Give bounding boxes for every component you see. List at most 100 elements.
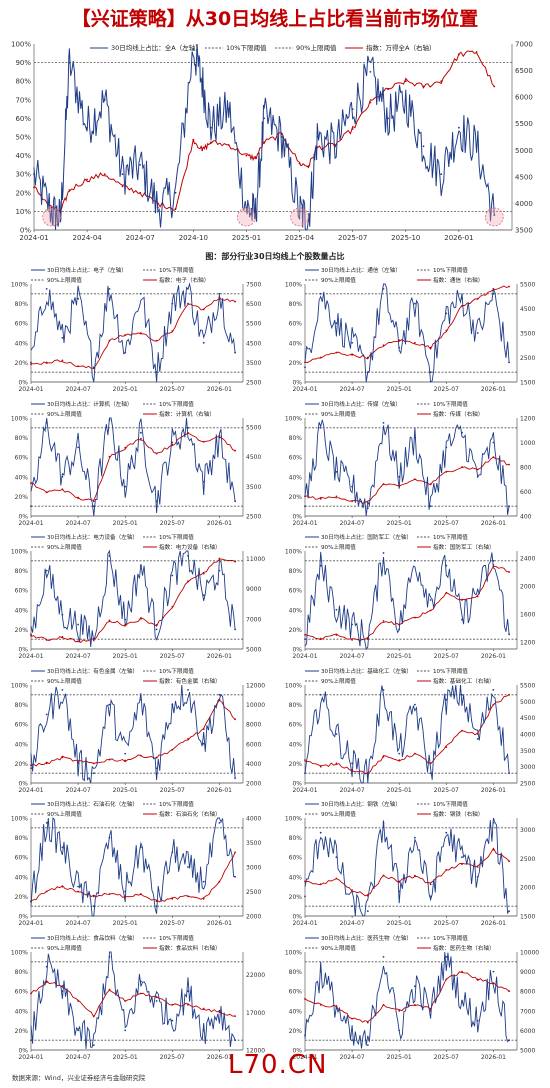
ratio-point xyxy=(508,633,510,636)
y-left-tick-label: 60% xyxy=(289,988,303,995)
index-point xyxy=(351,354,353,356)
index-point xyxy=(187,1003,189,1006)
index-point xyxy=(77,640,79,643)
x-tick-label: 2024-07 xyxy=(66,520,91,527)
y-right-tick-label: 4500 xyxy=(246,340,261,347)
y-left-tick-label: 100% xyxy=(285,282,302,289)
x-tick-label: 2025-07 xyxy=(434,1054,459,1061)
ratio-point xyxy=(398,628,401,631)
index-point xyxy=(492,982,495,984)
y-left-tick-label: 20% xyxy=(15,493,29,500)
index-point xyxy=(398,339,401,342)
legend-upper-threshold: 90%上限阈值 xyxy=(47,276,82,284)
ratio-point xyxy=(108,288,111,290)
y-right-tick-label: 3000 xyxy=(246,865,261,872)
y-left-tick-label: 100% xyxy=(285,816,302,823)
ratio-point xyxy=(458,126,460,129)
legend-ratio: 30日均线上占比：传媒（左轴） xyxy=(321,400,401,408)
index-point xyxy=(45,890,48,893)
ratio-point xyxy=(398,475,401,478)
index-point xyxy=(398,758,401,761)
index-point xyxy=(30,363,32,366)
ratio-point xyxy=(171,1019,174,1021)
ratio-point xyxy=(304,1033,306,1036)
ratio-point xyxy=(461,618,463,621)
index-point xyxy=(476,468,479,470)
ratio-point xyxy=(476,737,479,740)
y-left-tick-label: 40% xyxy=(15,1008,29,1015)
index-point xyxy=(218,698,221,701)
index-point xyxy=(234,1014,237,1017)
index-point xyxy=(334,144,336,146)
ratio-point xyxy=(234,1038,237,1041)
y-left-tick-label: 80% xyxy=(15,969,29,976)
ratio-point xyxy=(492,688,495,691)
y-left-tick-label: 40% xyxy=(15,340,29,347)
index-point xyxy=(61,984,64,987)
y-right-tick-label: 12000 xyxy=(246,1047,265,1054)
index-point xyxy=(382,482,385,485)
panel-chart-jisuanji: 0% 20% 40% 60% 80% 100% 2500 3500 4500 5500 2024-0… xyxy=(11,400,262,527)
index-point xyxy=(492,455,495,458)
index-point xyxy=(319,1003,322,1006)
ratio-point xyxy=(45,569,48,572)
index-point xyxy=(140,617,142,620)
x-tick-label: 2026-01 xyxy=(207,787,232,794)
ratio-point xyxy=(335,856,338,859)
ratio-point xyxy=(335,732,338,735)
index-point xyxy=(218,557,221,560)
y-left-tick-label: 20% xyxy=(15,760,29,767)
series-line-ratio xyxy=(30,549,236,647)
index-point xyxy=(234,560,237,563)
y-left-tick-label: 80% xyxy=(289,702,303,709)
index-point xyxy=(508,285,510,288)
y-left-tick-label: 0% xyxy=(18,513,28,520)
index-point xyxy=(45,490,48,493)
y-left-tick-label: 100% xyxy=(11,949,28,956)
index-point xyxy=(234,449,237,452)
index-point xyxy=(124,999,127,1002)
ratio-point xyxy=(445,312,448,315)
index-point xyxy=(77,496,79,499)
x-tick-label: 2024-07 xyxy=(66,653,91,660)
legend-lower-threshold: 10%下限阈值 xyxy=(433,266,468,274)
ratio-point xyxy=(92,905,95,908)
ratio-point xyxy=(45,965,48,968)
ratio-point xyxy=(77,885,79,888)
y-right-tick-label: 4500 xyxy=(520,715,535,722)
x-tick-label: 2024-01 xyxy=(292,653,317,660)
index-point xyxy=(61,885,64,888)
y-right-tick-label: 5500 xyxy=(246,321,261,328)
x-tick-label: 2025-01 xyxy=(232,234,261,242)
highlight-circle xyxy=(484,207,504,227)
legend-lower-threshold: 10%下限阈值 xyxy=(159,800,194,808)
index-point xyxy=(61,756,64,758)
y-left-tick-label: 20% xyxy=(289,894,303,901)
series-line-ratio xyxy=(304,551,510,651)
x-tick-label: 2025-07 xyxy=(434,653,459,660)
x-tick-label: 2025-01 xyxy=(113,787,138,794)
index-point xyxy=(218,880,221,883)
y-left-tick-label: 50% xyxy=(15,134,31,142)
x-tick-label: 2025-01 xyxy=(113,1054,138,1061)
y-left-tick-label: 0% xyxy=(292,914,302,921)
legend-lower-threshold: 10%下限阈值 xyxy=(159,533,194,541)
y-right-tick-label: 5000 xyxy=(515,147,533,155)
ratio-point xyxy=(124,890,127,893)
ratio-point xyxy=(155,766,158,769)
legend-index: 指数：国防军工（右轴） xyxy=(433,543,495,551)
ratio-point xyxy=(30,766,32,769)
index-point xyxy=(92,895,95,898)
index-point xyxy=(398,880,401,883)
y-right-tick-label: 2500 xyxy=(246,889,261,896)
y-right-tick-label: 7000 xyxy=(515,41,533,49)
legend-ratio: 30日均线上占比：医药生物（左轴） xyxy=(321,934,412,942)
x-tick-label: 2025-01 xyxy=(387,1054,412,1061)
x-tick-label: 2026-01 xyxy=(481,920,506,927)
index-point xyxy=(335,495,338,497)
y-right-tick-label: 2000 xyxy=(520,885,535,892)
ratio-point xyxy=(108,418,111,421)
y-right-tick-label: 12000 xyxy=(246,682,265,689)
index-point xyxy=(335,877,338,880)
ratio-point xyxy=(174,191,177,194)
